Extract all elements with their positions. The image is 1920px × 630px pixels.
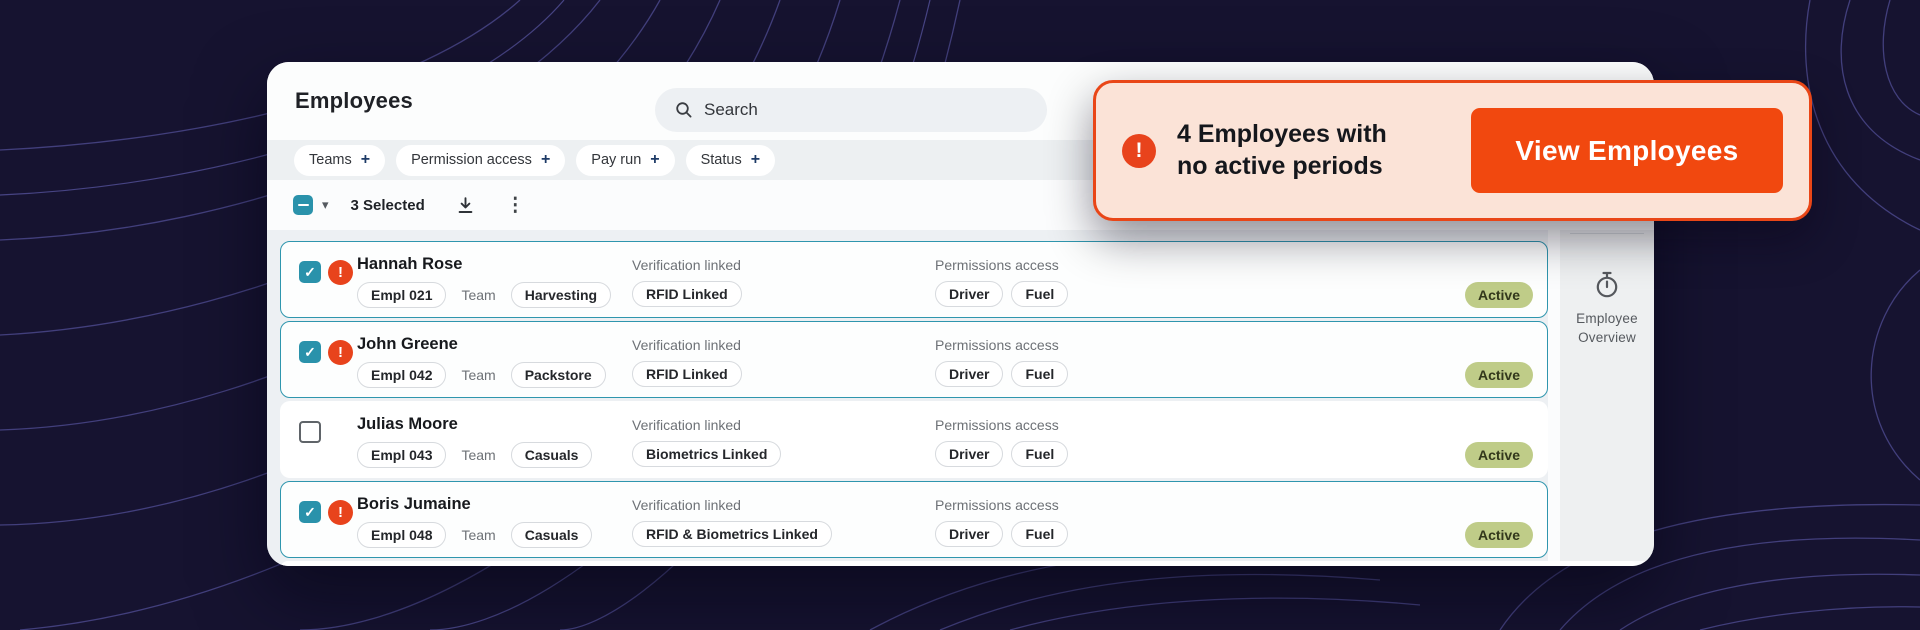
sidebar-employee-overview[interactable]: Employee Overview <box>1560 230 1654 561</box>
permission-pills: Driver Fuel <box>935 361 1069 387</box>
view-employees-button[interactable]: View Employees <box>1471 108 1783 193</box>
row-checkbox[interactable]: ✓ <box>299 501 321 523</box>
verification-pill: Biometrics Linked <box>632 441 782 467</box>
permissions-label: Permissions access <box>935 417 1059 433</box>
verification-label: Verification linked <box>632 417 741 433</box>
filter-chip[interactable]: Permission access + <box>396 144 566 176</box>
permission-pill: Fuel <box>1011 361 1069 387</box>
team-pill: Casuals <box>510 522 593 548</box>
search-input[interactable]: Search <box>655 88 1047 132</box>
employee-row[interactable]: Julias Moore Empl 043 Team Casuals Verif… <box>280 401 1548 478</box>
filter-chip[interactable]: Pay run + <box>576 144 675 176</box>
permission-pill: Fuel <box>1011 521 1069 547</box>
search-placeholder: Search <box>704 100 758 119</box>
permission-pill: Driver <box>935 361 1004 387</box>
filter-chip-label: Pay run <box>591 152 642 168</box>
search-icon <box>676 102 692 118</box>
status-badge: Active <box>1464 282 1533 308</box>
verification-label: Verification linked <box>632 257 741 273</box>
verification-pill: RFID & Biometrics Linked <box>632 521 832 547</box>
team-label: Team <box>461 527 496 543</box>
employee-name: John Greene <box>357 335 458 353</box>
plus-icon: + <box>650 151 660 168</box>
employee-id-pill: Empl 021 <box>357 282 447 308</box>
more-options-button[interactable]: ⋮ <box>505 194 525 216</box>
filter-chip[interactable]: Teams + <box>294 144 386 176</box>
employee-list: ✓ ! Hannah Rose Empl 021 Team Harvesting… <box>267 230 1548 566</box>
page-title: Employees <box>295 88 413 113</box>
employee-name: Julias Moore <box>357 415 458 433</box>
permission-pill: Fuel <box>1011 441 1069 467</box>
permission-pill: Driver <box>935 281 1004 307</box>
status-badge: Active <box>1464 522 1533 548</box>
permissions-label: Permissions access <box>935 337 1059 353</box>
plus-icon: + <box>750 151 761 168</box>
plus-icon: + <box>540 151 551 168</box>
download-button[interactable] <box>455 195 476 216</box>
no-active-periods-callout: ! 4 Employees with no active periods Vie… <box>1093 80 1812 221</box>
filter-chip-label: Status <box>700 152 742 168</box>
chevron-down-icon[interactable]: ▾ <box>322 197 329 212</box>
permission-pills: Driver Fuel <box>935 441 1069 467</box>
sidebar-divider <box>1570 233 1644 234</box>
status-badge: Active <box>1464 362 1533 388</box>
employee-id-pill: Empl 048 <box>357 522 447 548</box>
download-icon <box>458 196 473 213</box>
verification-pill: RFID Linked <box>632 281 742 307</box>
row-checkbox[interactable] <box>299 421 321 443</box>
permissions-label: Permissions access <box>935 497 1059 513</box>
team-label: Team <box>461 447 496 463</box>
employee-row[interactable]: ✓ ! John Greene Empl 042 Team Packstore … <box>280 321 1548 398</box>
team-label: Team <box>461 287 496 303</box>
employee-row[interactable]: ✓ ! Boris Jumaine Empl 048 Team Casuals … <box>280 481 1548 558</box>
plus-icon: + <box>360 151 371 168</box>
team-pill: Casuals <box>510 442 593 468</box>
row-warning-icon: ! <box>328 340 353 365</box>
employees-panel: Employees Search Teams + Permission acce… <box>267 62 1654 566</box>
next-row-peek <box>280 561 1638 566</box>
permissions-label: Permissions access <box>935 257 1059 273</box>
select-all-checkbox[interactable] <box>293 195 313 215</box>
employee-id-pill: Empl 042 <box>357 362 447 388</box>
employee-name: Boris Jumaine <box>357 495 471 513</box>
team-label: Team <box>461 367 496 383</box>
filter-chip-label: Permission access <box>411 152 532 168</box>
permission-pill: Driver <box>935 441 1004 467</box>
team-pill: Packstore <box>510 362 606 388</box>
filter-chip[interactable]: Status + <box>685 144 776 176</box>
permission-pill: Driver <box>935 521 1004 547</box>
employee-row[interactable]: ✓ ! Hannah Rose Empl 021 Team Harvesting… <box>280 241 1548 318</box>
permission-pills: Driver Fuel <box>935 521 1069 547</box>
row-checkbox[interactable]: ✓ <box>299 261 321 283</box>
stopwatch-icon <box>1596 271 1618 298</box>
status-badge: Active <box>1464 442 1533 468</box>
callout-message: 4 Employees with no active periods <box>1177 120 1387 180</box>
team-pill: Harvesting <box>510 282 612 308</box>
verification-label: Verification linked <box>632 337 741 353</box>
sidebar-label: Employee Overview <box>1576 311 1638 345</box>
employee-list-area: ✓ ! Hannah Rose Empl 021 Team Harvesting… <box>267 230 1654 566</box>
row-checkbox[interactable]: ✓ <box>299 341 321 363</box>
permission-pill: Fuel <box>1011 281 1069 307</box>
selected-count: 3 Selected <box>350 196 425 214</box>
verification-label: Verification linked <box>632 497 741 513</box>
verification-pill: RFID Linked <box>632 361 742 387</box>
employee-name: Hannah Rose <box>357 255 463 273</box>
warning-icon: ! <box>1122 133 1156 168</box>
row-warning-icon: ! <box>328 260 353 285</box>
row-warning-icon: ! <box>328 500 353 525</box>
permission-pills: Driver Fuel <box>935 281 1069 307</box>
employee-id-pill: Empl 043 <box>357 442 447 468</box>
filter-chip-label: Teams <box>309 152 352 168</box>
